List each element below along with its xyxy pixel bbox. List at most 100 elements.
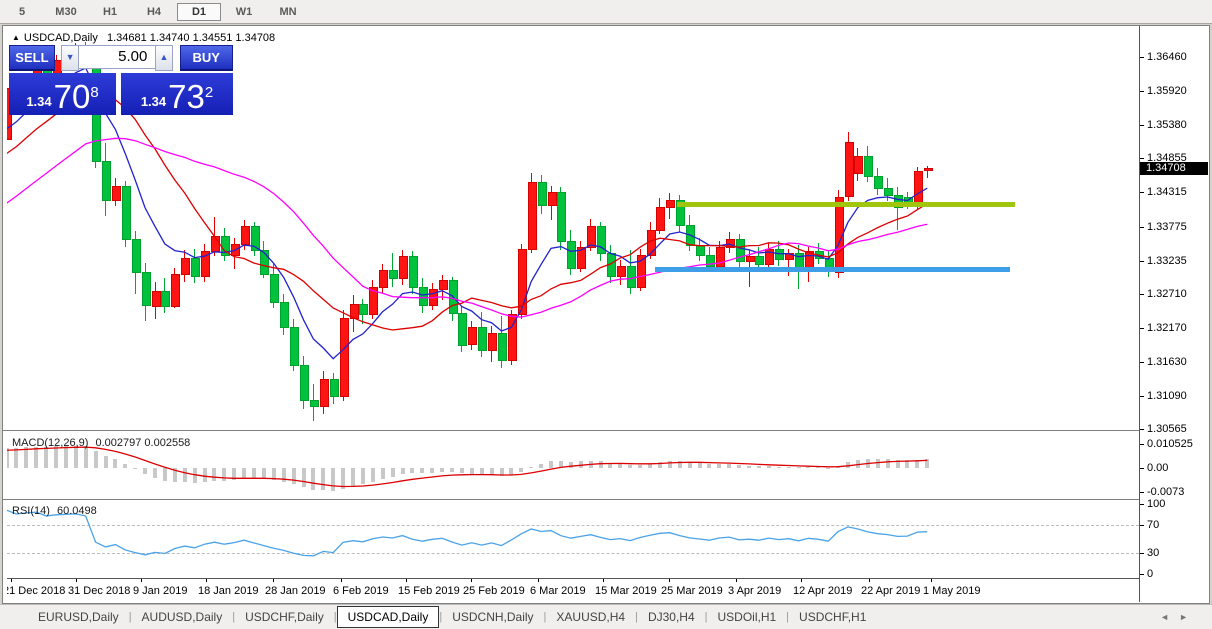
chart-title: ▲ USDCAD,Daily 1.34681 1.34740 1.34551 1.…	[12, 32, 275, 44]
direction-up-icon: ▲	[12, 33, 20, 42]
macd-bar	[321, 468, 326, 491]
date-tick	[801, 579, 802, 582]
resistance-line[interactable]	[677, 201, 1015, 207]
timeframe-button-m30[interactable]: M30	[55, 5, 77, 18]
candle-body	[408, 256, 418, 288]
macd-bar	[54, 446, 58, 468]
macd-bar	[479, 468, 484, 475]
macd-bar	[202, 468, 207, 483]
chart-tab-audusd[interactable]: AUDUSD,Daily	[141, 610, 223, 624]
price-tick-label: 1.33235	[1147, 254, 1187, 267]
chart-tab-usdcad[interactable]: USDCAD,Daily	[336, 606, 440, 628]
candle-body	[715, 246, 725, 267]
timeframe-button-d1[interactable]: D1	[177, 2, 221, 21]
macd-axis-label: 0.010525	[1147, 438, 1193, 450]
price-axis[interactable]: 1.36460 1.35920 1.35380 1.34855 1.34315 1.337…	[1139, 26, 1209, 602]
chart-tab-usdoil[interactable]: USDOil,H1	[717, 610, 777, 624]
candle-body	[300, 364, 309, 401]
candle-body	[587, 226, 597, 248]
date-axis[interactable]: 21 Dec 2018 31 Dec 2018 9 Jan 2019 18 Jan 2…	[7, 578, 1139, 603]
macd-bar	[390, 468, 395, 477]
volume-decrease-button[interactable]: ▼	[61, 45, 79, 71]
macd-bar	[747, 465, 751, 468]
macd-bar	[242, 468, 247, 479]
candle-body	[438, 280, 448, 291]
buy-button[interactable]: BUY	[179, 45, 233, 71]
tab-separator: |	[704, 611, 708, 623]
tab-scroll-arrows[interactable]: ◄►	[1160, 612, 1198, 622]
current-price-tag: 1.34708	[1140, 161, 1208, 175]
candle-body	[151, 291, 161, 307]
candlestick-chart[interactable]: ▲ USDCAD,Daily 1.34681 1.34740 1.34551 1.…	[7, 28, 1139, 429]
date-tick	[471, 579, 472, 582]
candle-wick	[392, 253, 394, 287]
timeframe-button-w1[interactable]: W1	[235, 5, 253, 18]
chart-tab-xauusd[interactable]: XAUUSD,H4	[556, 610, 626, 624]
candle-body	[755, 256, 765, 265]
rsi-tick	[1140, 574, 1144, 575]
date-tick	[931, 579, 932, 582]
chart-tab-usdcnh[interactable]: USDCNH,Daily	[452, 610, 534, 624]
price-tick	[1140, 395, 1144, 397]
macd-bar	[826, 468, 831, 469]
rsi-pane[interactable]: RSI(14) 60.0498	[7, 501, 1139, 578]
tab-separator: |	[635, 611, 638, 623]
ma-line-slow	[7, 137, 928, 318]
chart-tab-eurusd[interactable]: EURUSD,Daily	[38, 610, 119, 624]
price-tick-label: 1.33775	[1147, 220, 1187, 233]
date-tick	[206, 579, 207, 582]
price-tick	[1140, 327, 1144, 329]
buy-price-quote[interactable]: 1.34 73 2	[121, 73, 233, 115]
support-line[interactable]	[655, 266, 1010, 272]
candle-body	[864, 155, 874, 177]
timeframe-button-h1[interactable]: H1	[102, 5, 118, 18]
timeframe-button-mn[interactable]: MN	[279, 5, 297, 18]
date-tick	[869, 579, 870, 582]
macd-bar	[172, 468, 177, 483]
date-tick	[603, 579, 604, 582]
macd-bar	[925, 458, 930, 468]
tab-separator: |	[333, 611, 337, 623]
candle-body	[468, 326, 478, 346]
chart-tab-usdchf[interactable]: USDCHF,Daily	[245, 610, 324, 624]
candle-body	[141, 272, 151, 307]
macd-bar	[687, 461, 692, 468]
macd-bar	[628, 464, 633, 468]
macd-bar	[83, 446, 88, 468]
macd-bar	[291, 468, 296, 484]
volume-input[interactable]: 5.00	[78, 45, 156, 69]
timeframe-button-5[interactable]: 5	[18, 5, 26, 18]
chart-tab-usdchf[interactable]: USDCHF,H1	[799, 610, 867, 624]
sell-price-sup: 8	[90, 84, 99, 101]
sell-price-base: 1.34	[26, 94, 52, 109]
candle-body	[399, 256, 408, 280]
timeframe-button-h4[interactable]: H4	[146, 5, 162, 18]
candle-body	[894, 194, 903, 209]
sell-button[interactable]: SELL	[9, 45, 55, 71]
macd-bar	[638, 464, 643, 468]
candle-body	[517, 248, 527, 316]
candle-body	[567, 240, 577, 269]
volume-increase-button[interactable]: ▲	[155, 45, 173, 71]
candle-body	[201, 251, 210, 278]
macd-bar	[133, 468, 138, 470]
candle-body	[884, 188, 894, 196]
macd-bar	[568, 461, 573, 468]
macd-pane[interactable]: MACD(12,26,9) 0.002797 0.002558	[7, 433, 1139, 498]
rsi-axis-label: 30	[1147, 547, 1160, 559]
macd-bar	[875, 458, 880, 468]
candle-body	[280, 301, 290, 328]
macd-bar	[281, 468, 286, 482]
buy-price-base: 1.34	[140, 94, 167, 109]
macd-bar	[756, 466, 761, 468]
chart-tab-dj30[interactable]: DJ30,H4	[647, 610, 695, 624]
sell-price-quote[interactable]: 1.34 70 8	[9, 73, 116, 115]
macd-bar	[103, 455, 108, 468]
macd-bar	[509, 468, 514, 476]
date-tick-label: 18 Jan 2019	[198, 585, 259, 597]
macd-tick	[1140, 468, 1144, 469]
macd-bar	[618, 463, 623, 468]
candle-body	[369, 286, 379, 316]
macd-bar	[192, 468, 197, 483]
date-tick-label: 31 Dec 2018	[68, 585, 131, 597]
